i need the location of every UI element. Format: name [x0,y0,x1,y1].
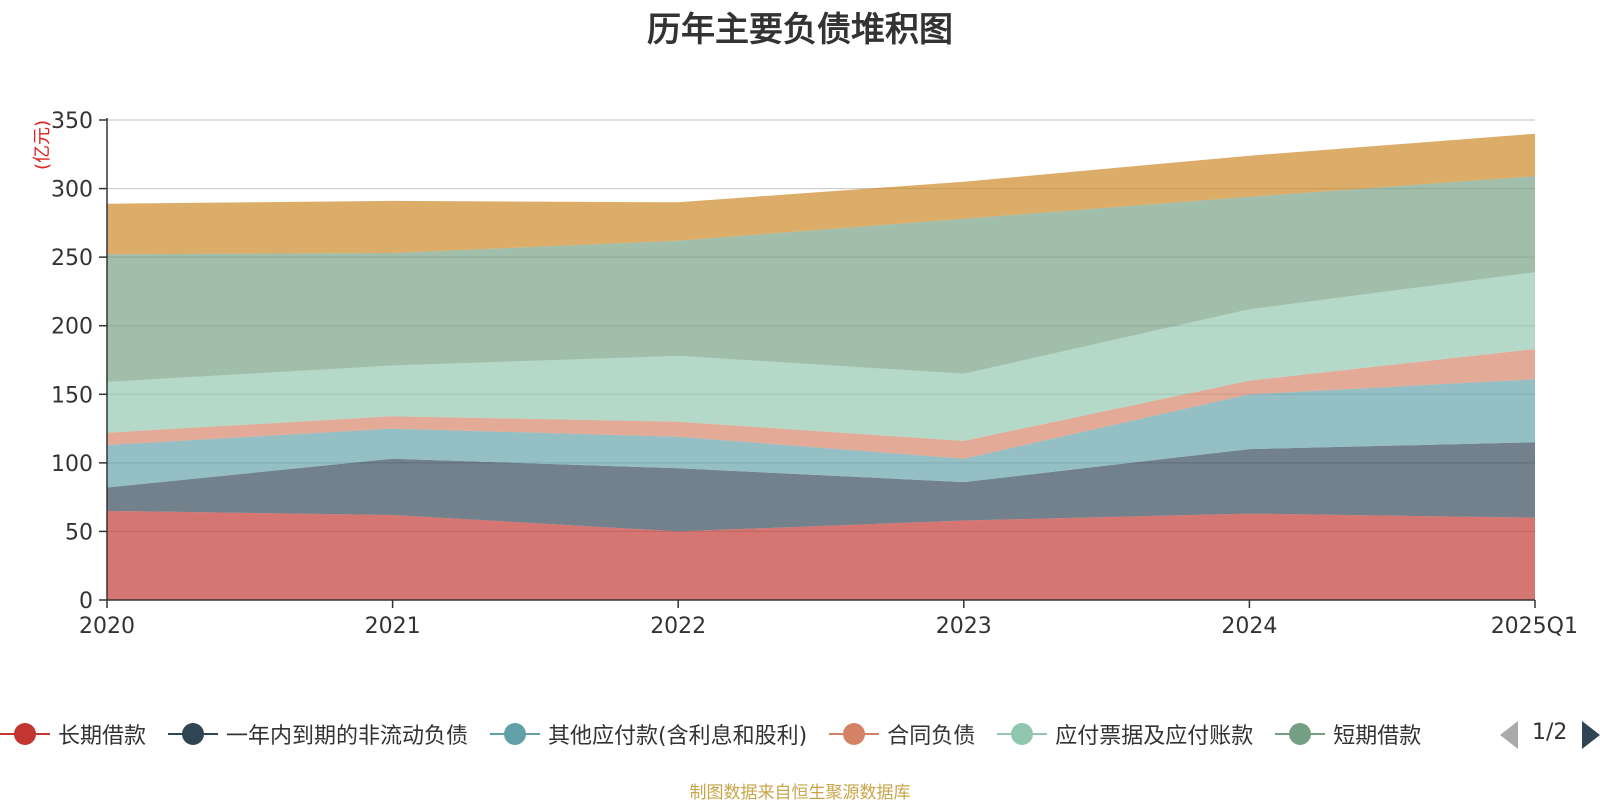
legend-label: 其他应付款(含利息和股利) [548,724,808,749]
y-tick-label: 200 [51,315,93,340]
area-series-1[interactable] [107,510,1535,600]
y-tick-label: 150 [51,383,93,408]
y-tick-label: 100 [51,452,93,477]
x-tick-label: 2021 [365,614,421,639]
x-tick-label: 2023 [936,614,992,639]
area-series-2[interactable] [107,442,1535,532]
x-tick-label: 2024 [1221,614,1277,639]
legend-pager: 1/2 [1500,718,1600,750]
y-tick-label: 0 [79,589,93,614]
legend-prev-page-icon[interactable] [1500,721,1518,749]
legend-marker-icon [490,718,541,750]
legend-label: 一年内到期的非流动负债 [226,724,469,749]
x-tick-label: 2025Q1 [1491,614,1578,639]
legend: 长期借款 一年内到期的非流动负债 其他应付款(含利息和股利) 合同负债 应付票据及应付账… [0,718,1480,750]
legend-item-3[interactable]: 其他应付款(含利息和股利) [490,718,807,750]
area-series-7[interactable] [107,133,1535,255]
area-series-5[interactable] [107,272,1535,441]
legend-marker-icon [0,718,50,750]
y-tick-label: 50 [65,520,93,545]
legend-next-page-icon[interactable] [1582,721,1600,749]
legend-label: 应付票据及应付账款 [1055,724,1254,749]
legend-marker-icon [1275,718,1326,750]
legend-item-2[interactable]: 一年内到期的非流动负债 [168,718,468,750]
legend-item-5[interactable]: 应付票据及应付账款 [997,718,1253,750]
legend-label: 长期借款 [58,724,147,749]
source-note: 制图数据来自恒生聚源数据库 [689,783,911,803]
legend-page-indicator: 1/2 [1532,720,1568,745]
area-series [107,133,1535,600]
legend-marker-icon [168,718,219,750]
x-tick-label: 2022 [650,614,706,639]
area-series-4[interactable] [107,349,1535,459]
y-tick-label: 300 [51,178,93,203]
legend-marker-icon [829,718,880,750]
chart-title: 历年主要负债堆积图 [647,10,953,50]
y-tick-label: 350 [51,109,93,134]
legend-label: 合同负债 [887,724,976,749]
area-series-6[interactable] [107,176,1535,382]
x-tick-label: 2020 [79,614,135,639]
legend-marker-icon [997,718,1048,750]
axes: 0 50 100 150 200 250 300 350 2020 2021 2022 2023 202… [51,109,1578,639]
y-axis-unit-label: (亿元) [32,120,53,170]
y-tick-label: 250 [51,246,93,271]
area-chart: 0 50 100 150 200 250 300 350 2020 2021 2022 2023 202… [32,109,1578,639]
legend-item-6[interactable]: 短期借款 [1275,718,1421,750]
legend-item-4[interactable]: 合同负债 [829,718,975,750]
legend-label: 短期借款 [1333,724,1422,749]
legend-item-1[interactable]: 长期借款 [0,718,146,750]
area-series-3[interactable] [107,379,1535,488]
